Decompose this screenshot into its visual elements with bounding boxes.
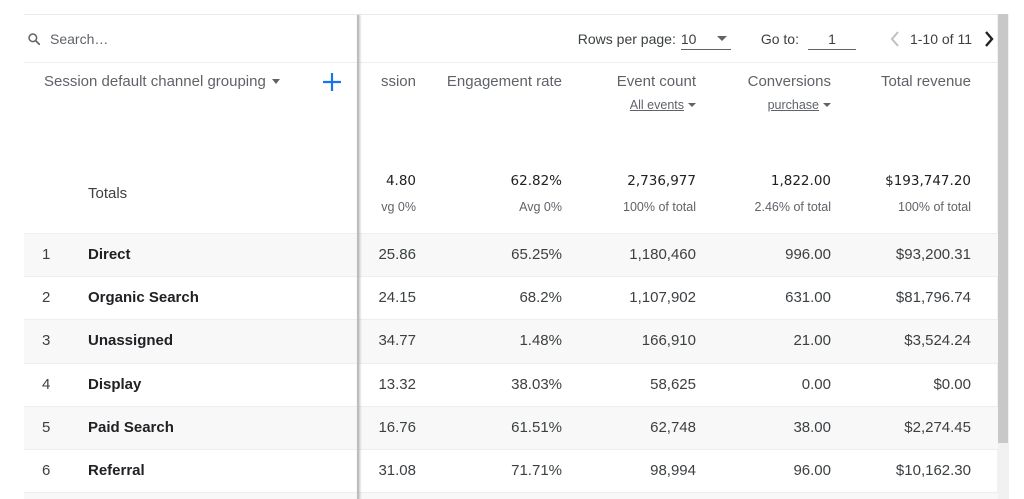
totals-engagement-rate: 62.82% Avg 0% bbox=[510, 173, 562, 214]
search-box[interactable] bbox=[24, 15, 358, 63]
conversions-column-header[interactable]: Conversions purchase bbox=[747, 73, 831, 112]
row-index: 4 bbox=[42, 375, 51, 393]
conversions-value: 631.00 bbox=[785, 289, 831, 307]
engagement-rate-value: 65.25% bbox=[511, 246, 562, 263]
table-row[interactable]: 2 Organic Search 24.15 68.2% 1,107,902 6… bbox=[24, 276, 998, 319]
caret-down-icon bbox=[688, 103, 696, 107]
revenue-value: $81,796.74 bbox=[895, 289, 971, 307]
table-row-partial bbox=[24, 492, 998, 499]
chevron-left-icon bbox=[890, 31, 899, 47]
totals-conversions: 1,822.00 2.46% of total bbox=[754, 173, 831, 214]
engagement-rate-value: 1.48% bbox=[519, 332, 562, 350]
event-count-value: 1,107,902 bbox=[629, 289, 696, 307]
scrollbar-thumb[interactable] bbox=[998, 14, 1008, 443]
channel-name: Direct bbox=[88, 246, 131, 263]
sticky-column-divider bbox=[357, 15, 359, 499]
page-range: 1-10 of 11 bbox=[909, 31, 972, 47]
revenue-value: $93,200.31 bbox=[895, 246, 971, 263]
rows-per-page-label: Rows per page: bbox=[577, 31, 676, 47]
goto-page-input[interactable] bbox=[807, 28, 856, 50]
engagement-rate-column-header[interactable]: Engagement rate bbox=[446, 73, 562, 90]
channel-name: Unassigned bbox=[88, 332, 174, 350]
engagement-rate-value: 71.71% bbox=[511, 461, 562, 479]
session-value: 31.08 bbox=[378, 461, 416, 479]
search-icon bbox=[28, 33, 41, 46]
row-index: 6 bbox=[42, 461, 51, 479]
next-page-button[interactable] bbox=[980, 27, 998, 51]
pagination: Rows per page: 10 Go to: 1-10 of 11 bbox=[578, 15, 998, 63]
total-revenue-column-header[interactable]: Total revenue bbox=[880, 73, 971, 90]
conversions-value: 96.00 bbox=[793, 461, 831, 479]
row-index: 1 bbox=[42, 246, 51, 263]
dimension-column-header[interactable]: Session default channel grouping bbox=[44, 73, 280, 90]
goto-label: Go to: bbox=[760, 31, 799, 47]
table-body: 1 Direct 25.86 65.25% 1,180,460 996.00 $… bbox=[24, 233, 998, 499]
conversions-value: 996.00 bbox=[785, 246, 831, 263]
table-row[interactable]: 6 Referral 31.08 71.71% 98,994 96.00 $10… bbox=[24, 448, 998, 492]
revenue-value: $2,274.45 bbox=[904, 418, 971, 436]
revenue-value: $0.00 bbox=[933, 375, 971, 393]
session-column-header[interactable]: ssion bbox=[380, 73, 416, 90]
engagement-rate-value: 68.2% bbox=[519, 289, 562, 307]
revenue-value: $10,162.30 bbox=[895, 461, 971, 479]
row-index: 5 bbox=[42, 418, 51, 436]
channel-name: Paid Search bbox=[88, 418, 174, 436]
table-header: Session default channel grouping ssion E… bbox=[24, 63, 998, 214]
session-value: 16.76 bbox=[378, 418, 416, 436]
channel-name: Display bbox=[88, 375, 142, 393]
session-value: 25.86 bbox=[378, 246, 416, 263]
event-count-value: 98,994 bbox=[650, 461, 696, 479]
totals-session: 4.80 vg 0% bbox=[381, 173, 416, 214]
conversions-value: 21.00 bbox=[793, 332, 831, 350]
event-count-value: 1,180,460 bbox=[629, 246, 696, 263]
totals-revenue: $193,747.20 100% of total bbox=[885, 173, 971, 214]
event-count-value: 166,910 bbox=[641, 332, 696, 350]
totals-event-count: 2,736,977 100% of total bbox=[623, 173, 696, 214]
session-value: 24.15 bbox=[378, 289, 416, 307]
dimension-column-label: Session default channel grouping bbox=[44, 73, 266, 90]
table-row[interactable]: 3 Unassigned 34.77 1.48% 166,910 21.00 $… bbox=[24, 319, 998, 363]
search-input[interactable] bbox=[50, 31, 310, 47]
channel-name: Organic Search bbox=[88, 289, 199, 307]
event-count-value: 62,748 bbox=[650, 418, 696, 436]
table-row[interactable]: 4 Display 13.32 38.03% 58,625 0.00 $0.00 bbox=[24, 362, 998, 406]
prev-page-button[interactable] bbox=[886, 27, 904, 51]
table-row[interactable]: 5 Paid Search 16.76 61.51% 62,748 38.00 … bbox=[24, 405, 998, 449]
session-value: 13.32 bbox=[378, 375, 416, 393]
conversions-value: 0.00 bbox=[801, 375, 831, 393]
rows-per-page-value: 10 bbox=[680, 30, 697, 47]
session-value: 34.77 bbox=[378, 332, 416, 350]
rows-per-page-select[interactable]: 10 bbox=[680, 28, 731, 50]
event-count-value: 58,625 bbox=[650, 375, 696, 393]
table-row[interactable]: 1 Direct 25.86 65.25% 1,180,460 996.00 $… bbox=[24, 233, 998, 277]
engagement-rate-value: 61.51% bbox=[511, 418, 562, 436]
caret-down-icon bbox=[716, 36, 727, 41]
chevron-right-icon bbox=[985, 31, 994, 47]
caret-down-icon bbox=[823, 103, 831, 107]
row-index: 2 bbox=[42, 289, 51, 307]
table-toolbar: Rows per page: 10 Go to: 1-10 of 11 bbox=[24, 15, 998, 63]
report-table: Rows per page: 10 Go to: 1-10 of 11 Se bbox=[24, 14, 998, 499]
caret-down-icon bbox=[271, 79, 280, 84]
event-count-column-header[interactable]: Event count All events bbox=[616, 73, 696, 112]
conversions-value: 38.00 bbox=[793, 418, 831, 436]
engagement-rate-value: 38.03% bbox=[511, 375, 562, 393]
event-filter-dropdown[interactable]: All events bbox=[630, 98, 696, 112]
plus-icon[interactable] bbox=[321, 71, 343, 93]
totals-label: Totals bbox=[88, 185, 128, 202]
revenue-value: $3,524.24 bbox=[904, 332, 971, 350]
row-index: 3 bbox=[42, 332, 51, 350]
conversion-filter-dropdown[interactable]: purchase bbox=[768, 98, 831, 112]
channel-name: Referral bbox=[88, 461, 145, 479]
